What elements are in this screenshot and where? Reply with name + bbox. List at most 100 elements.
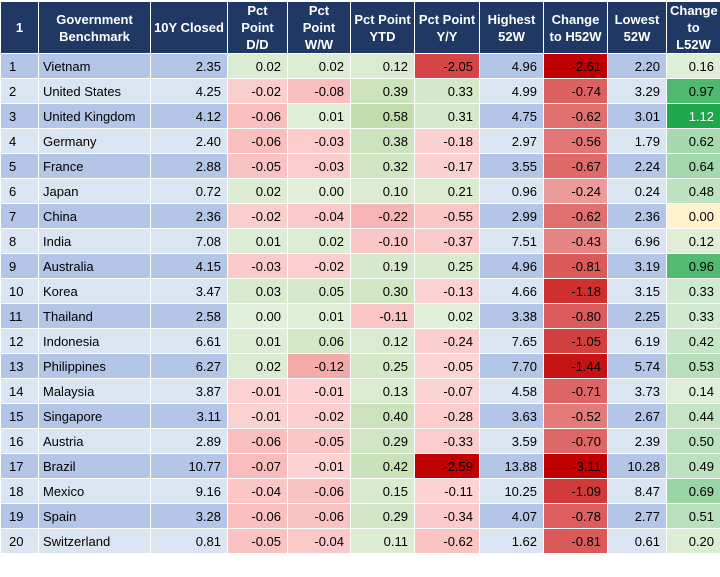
cell-yy: -0.11: [415, 479, 480, 504]
cell-idx: 12: [1, 329, 39, 354]
cell-yy: -0.34: [415, 504, 480, 529]
cell-chl: 0.33: [667, 304, 720, 329]
header-index[interactable]: 1: [1, 2, 39, 54]
cell-idx: 13: [1, 354, 39, 379]
cell-idx: 14: [1, 379, 39, 404]
header-benchmark[interactable]: Government Benchmark: [39, 2, 151, 54]
cell-yy: -0.28: [415, 404, 480, 429]
cell-closed: 2.40: [151, 129, 228, 154]
cell-name: Thailand: [39, 304, 151, 329]
cell-low: 0.24: [608, 179, 667, 204]
cell-yy: -0.37: [415, 229, 480, 254]
cell-low: 8.47: [608, 479, 667, 504]
cell-chh: -0.56: [544, 129, 608, 154]
cell-high: 4.66: [480, 279, 544, 304]
cell-ytd: 0.40: [351, 404, 415, 429]
header-lowest-52w[interactable]: Lowest 52W: [608, 2, 667, 54]
header-change-l52w[interactable]: Change to L52W: [667, 2, 720, 54]
cell-ww: 0.05: [288, 279, 351, 304]
cell-chl: 0.14: [667, 379, 720, 404]
cell-dd: -0.05: [228, 529, 288, 554]
header-highest-52w[interactable]: Highest 52W: [480, 2, 544, 54]
header-yy[interactable]: Pct Point Y/Y: [415, 2, 480, 54]
cell-ww: -0.04: [288, 529, 351, 554]
cell-ytd: -0.11: [351, 304, 415, 329]
cell-chl: 0.00: [667, 204, 720, 229]
cell-yy: -0.18: [415, 129, 480, 154]
cell-idx: 15: [1, 404, 39, 429]
cell-ww: -0.02: [288, 254, 351, 279]
cell-ww: 0.02: [288, 54, 351, 79]
cell-low: 2.24: [608, 154, 667, 179]
cell-chh: -2.61: [544, 54, 608, 79]
header-dd[interactable]: Pct Point D/D: [228, 2, 288, 54]
cell-closed: 0.81: [151, 529, 228, 554]
cell-ytd: 0.39: [351, 79, 415, 104]
cell-name: United States: [39, 79, 151, 104]
cell-idx: 7: [1, 204, 39, 229]
cell-chh: -1.09: [544, 479, 608, 504]
cell-chh: -0.62: [544, 204, 608, 229]
header-change-h52w[interactable]: Change to H52W: [544, 2, 608, 54]
cell-dd: -0.06: [228, 104, 288, 129]
cell-ytd: 0.32: [351, 154, 415, 179]
header-ww[interactable]: Pct Point W/W: [288, 2, 351, 54]
cell-chl: 0.20: [667, 529, 720, 554]
cell-idx: 8: [1, 229, 39, 254]
cell-chl: 0.16: [667, 54, 720, 79]
cell-closed: 3.11: [151, 404, 228, 429]
cell-name: Japan: [39, 179, 151, 204]
cell-chl: 0.42: [667, 329, 720, 354]
cell-closed: 3.87: [151, 379, 228, 404]
cell-low: 2.77: [608, 504, 667, 529]
cell-idx: 18: [1, 479, 39, 504]
cell-closed: 2.88: [151, 154, 228, 179]
cell-dd: 0.03: [228, 279, 288, 304]
cell-chl: 1.12: [667, 104, 720, 129]
cell-ytd: 0.19: [351, 254, 415, 279]
cell-closed: 2.35: [151, 54, 228, 79]
cell-dd: -0.01: [228, 404, 288, 429]
cell-dd: 0.00: [228, 304, 288, 329]
cell-low: 2.39: [608, 429, 667, 454]
cell-high: 4.96: [480, 254, 544, 279]
cell-closed: 2.58: [151, 304, 228, 329]
cell-ytd: 0.10: [351, 179, 415, 204]
cell-ytd: 0.29: [351, 429, 415, 454]
cell-ytd: 0.38: [351, 129, 415, 154]
header-10y-closed[interactable]: 10Y Closed: [151, 2, 228, 54]
cell-low: 6.19: [608, 329, 667, 354]
cell-name: Switzerland: [39, 529, 151, 554]
cell-idx: 2: [1, 79, 39, 104]
cell-idx: 17: [1, 454, 39, 479]
cell-ww: -0.04: [288, 204, 351, 229]
cell-ytd: -0.22: [351, 204, 415, 229]
cell-high: 1.62: [480, 529, 544, 554]
header-ytd[interactable]: Pct Point YTD: [351, 2, 415, 54]
cell-high: 3.63: [480, 404, 544, 429]
cell-high: 2.99: [480, 204, 544, 229]
cell-chl: 0.49: [667, 454, 720, 479]
cell-idx: 6: [1, 179, 39, 204]
cell-closed: 2.36: [151, 204, 228, 229]
cell-yy: -0.24: [415, 329, 480, 354]
cell-name: Malaysia: [39, 379, 151, 404]
cell-yy: 0.33: [415, 79, 480, 104]
cell-chh: -0.81: [544, 254, 608, 279]
cell-chl: 0.64: [667, 154, 720, 179]
cell-closed: 3.28: [151, 504, 228, 529]
cell-name: India: [39, 229, 151, 254]
cell-closed: 6.61: [151, 329, 228, 354]
cell-ytd: 0.12: [351, 54, 415, 79]
cell-dd: 0.01: [228, 329, 288, 354]
